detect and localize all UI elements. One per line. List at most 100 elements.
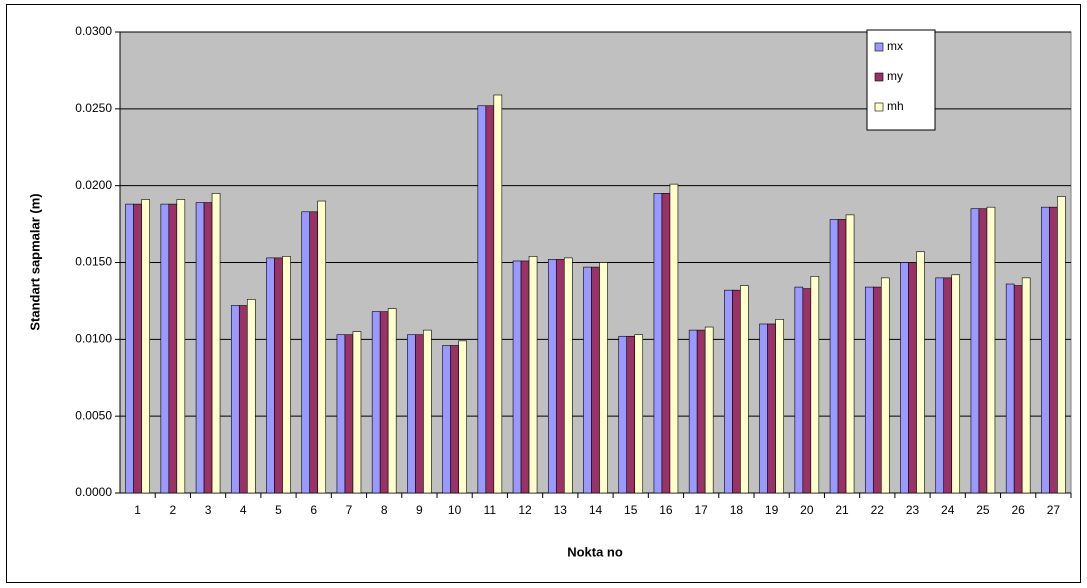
bar — [970, 208, 980, 494]
x-tick-label: 23 — [906, 503, 920, 517]
x-tick-label: 1 — [134, 503, 141, 517]
x-tick-label: 24 — [941, 503, 955, 517]
bar — [688, 329, 698, 494]
bar — [176, 199, 186, 494]
bar — [309, 211, 319, 494]
bar — [1057, 196, 1066, 494]
bar — [767, 323, 776, 494]
bar — [344, 334, 354, 494]
x-tick-label: 22 — [871, 503, 885, 517]
legend-label: mh — [887, 99, 904, 113]
x-tick-label: 21 — [835, 503, 849, 517]
bar — [336, 334, 346, 494]
bar — [669, 183, 679, 494]
x-axis-title: Nokta no — [567, 544, 623, 559]
bar — [935, 277, 945, 494]
bar — [195, 202, 205, 494]
x-tick-label: 10 — [448, 503, 462, 517]
bar — [477, 105, 487, 494]
bar — [618, 335, 628, 494]
bar — [634, 334, 644, 494]
x-tick-label: 11 — [484, 503, 497, 517]
bar — [802, 288, 812, 494]
y-tick-label: 0.0000 — [75, 485, 112, 499]
bar — [986, 206, 996, 494]
bar — [916, 251, 925, 494]
bar — [864, 286, 874, 494]
legend-label: mx — [887, 39, 903, 53]
bar — [740, 285, 749, 494]
legend-swatch — [874, 42, 884, 52]
bar — [591, 266, 600, 494]
bar — [845, 214, 855, 494]
bar — [900, 262, 909, 494]
bar — [653, 193, 663, 494]
bar — [951, 274, 961, 494]
bar — [379, 311, 389, 494]
bar — [943, 277, 953, 494]
bar — [450, 345, 459, 494]
bar — [141, 199, 150, 494]
bar — [661, 193, 671, 494]
bar — [837, 219, 847, 494]
x-tick-label: 5 — [275, 503, 282, 517]
legend-swatch — [874, 72, 884, 82]
x-tick-label: 2 — [169, 503, 176, 517]
bar — [547, 259, 557, 494]
bar — [810, 276, 820, 494]
x-tick-label: 27 — [1047, 503, 1061, 517]
x-tick-label: 26 — [1011, 503, 1025, 517]
x-tick-label: 9 — [416, 503, 423, 517]
bar — [872, 286, 882, 494]
bar — [555, 259, 565, 494]
x-tick-label: 7 — [346, 503, 353, 517]
bar — [512, 260, 522, 494]
x-tick-label: 6 — [310, 503, 317, 517]
bar — [423, 329, 432, 494]
x-tick-label: 3 — [205, 503, 212, 517]
bar — [626, 335, 636, 494]
bar — [387, 308, 397, 494]
y-tick-label: 0.0250 — [75, 101, 112, 115]
bar — [1005, 283, 1015, 494]
x-tick-label: 19 — [765, 503, 779, 517]
bar — [1049, 206, 1058, 494]
bar — [246, 299, 256, 494]
bar — [160, 203, 170, 494]
x-tick-label: 25 — [976, 503, 990, 517]
y-tick-label: 0.0100 — [75, 332, 112, 346]
y-axis-title: Standart sapmalar (m) — [27, 193, 42, 330]
bar — [978, 208, 988, 494]
bar — [520, 260, 530, 494]
bar — [759, 323, 768, 494]
bar — [133, 203, 142, 494]
bar — [211, 193, 221, 494]
bar — [125, 203, 134, 494]
bar — [266, 257, 275, 494]
x-tick-label: 20 — [800, 503, 814, 517]
y-tick-label: 0.0200 — [75, 178, 112, 192]
legend-swatch — [874, 102, 884, 112]
bar — [1013, 285, 1023, 494]
y-tick-label: 0.0300 — [75, 24, 112, 38]
bar — [829, 219, 839, 494]
x-tick-label: 8 — [381, 503, 388, 517]
bar — [415, 334, 424, 494]
x-tick-label: 15 — [624, 503, 638, 517]
x-tick-label: 13 — [554, 503, 568, 517]
x-tick-label: 18 — [730, 503, 744, 517]
bar — [168, 203, 178, 494]
bar — [301, 211, 311, 494]
bar — [880, 277, 890, 494]
bar — [794, 286, 804, 494]
bar — [203, 202, 213, 494]
bar — [696, 329, 706, 494]
bar — [563, 257, 573, 494]
bar — [583, 266, 592, 494]
y-tick-label: 0.0050 — [75, 408, 112, 422]
bar — [371, 311, 381, 494]
x-tick-label: 17 — [694, 503, 708, 517]
bar — [732, 289, 741, 494]
bar — [1041, 206, 1050, 494]
